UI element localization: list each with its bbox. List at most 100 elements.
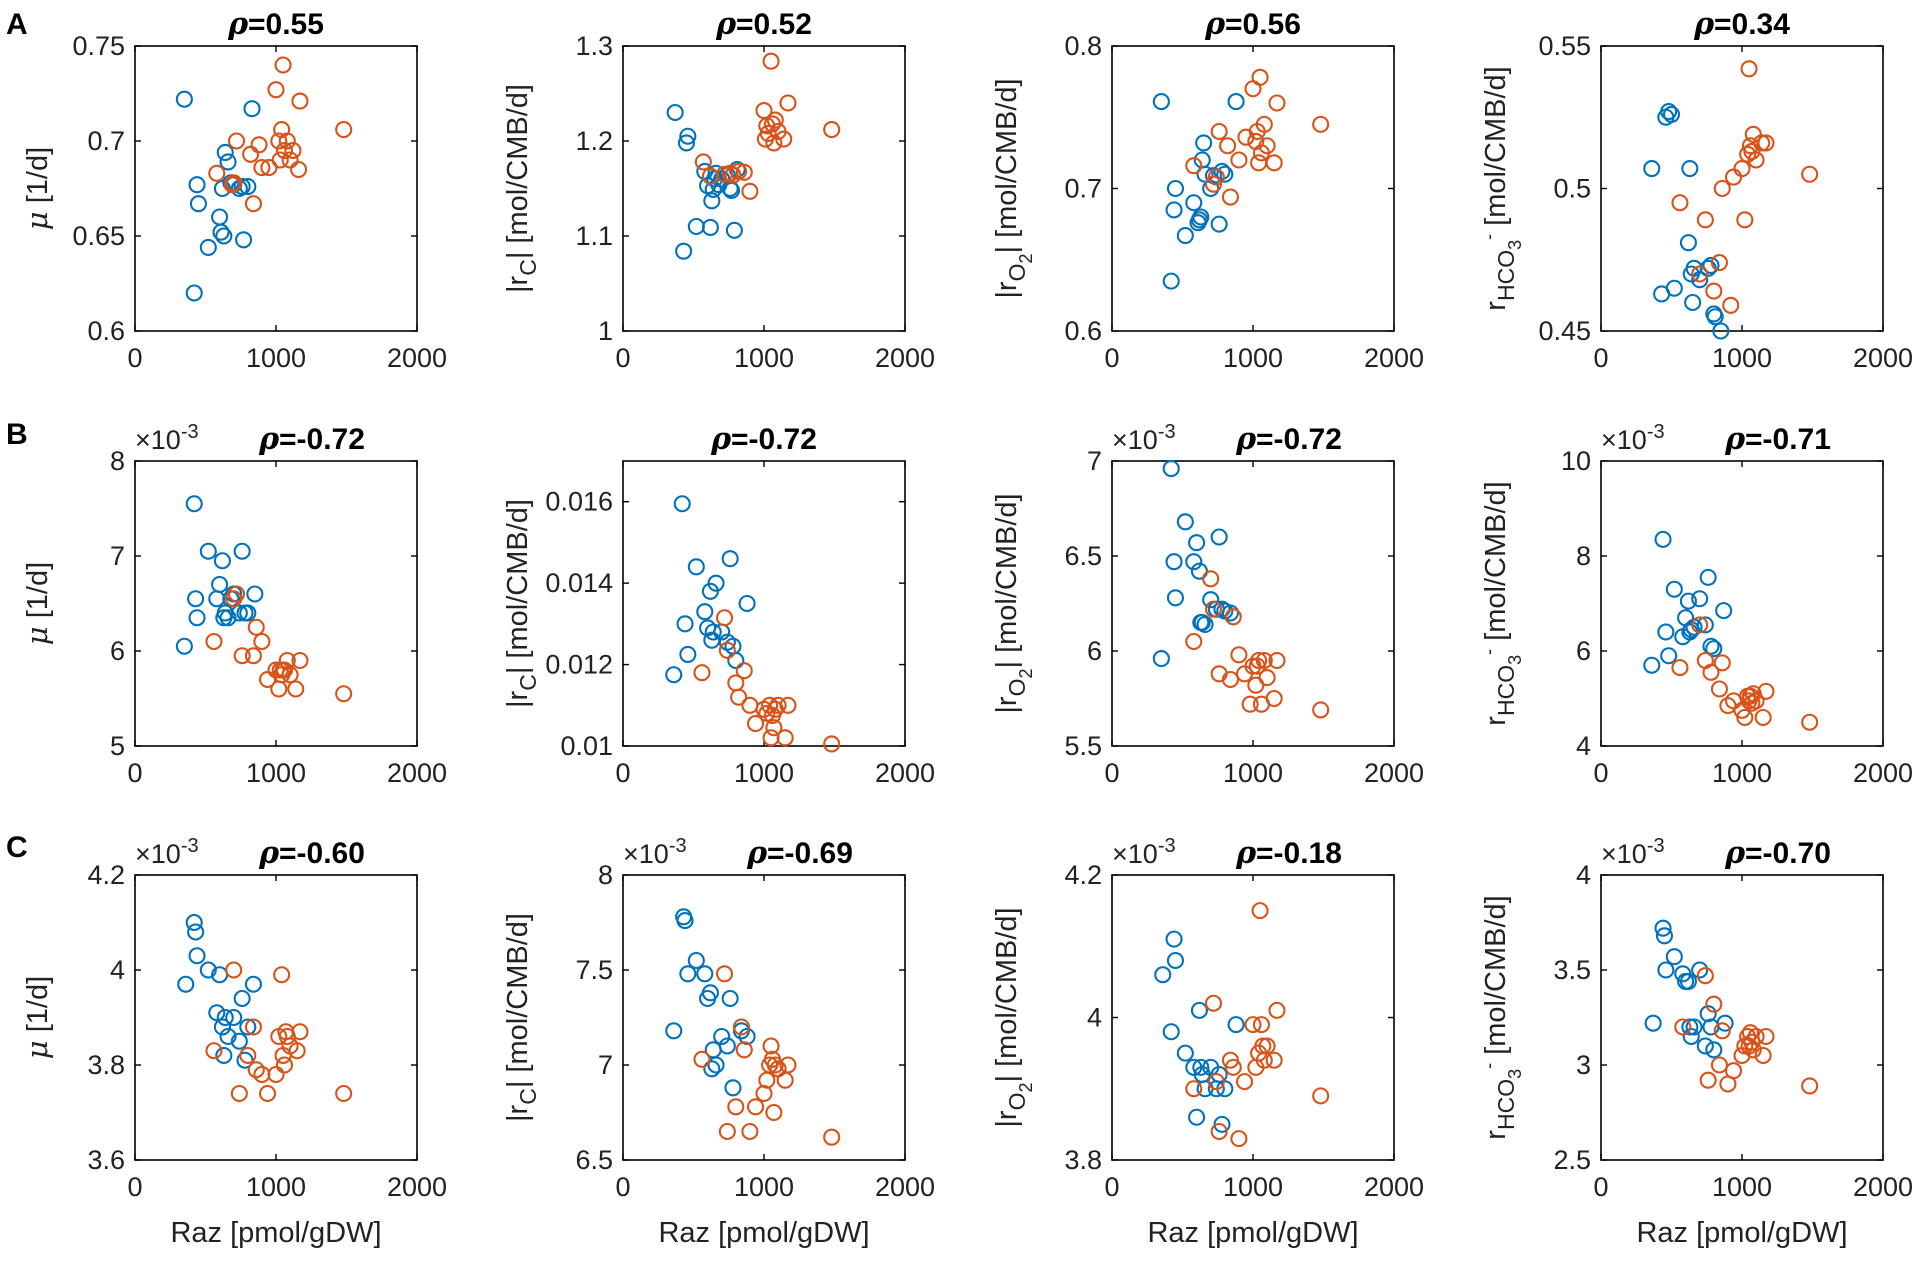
- y-tick-label: 3.5: [1553, 955, 1591, 985]
- y-tick-label: 4: [1576, 860, 1591, 890]
- data-point-blue: [673, 495, 691, 513]
- data-point-orange: [775, 130, 793, 148]
- data-point-blue: [1176, 1044, 1194, 1062]
- axes-box: [134, 460, 418, 747]
- data-point-blue: [707, 1056, 725, 1074]
- data-point-orange: [779, 696, 797, 714]
- y-tick-label: 0.65: [72, 221, 125, 251]
- y-exponent-label: ×10-3: [135, 835, 199, 869]
- data-point-orange: [1210, 122, 1228, 141]
- x-tick-label: 0: [1104, 343, 1119, 373]
- panel-b1: 0 1000 2000 5 6 7 8 ×10-3 ρ=-0.72 μ [1/d]: [20, 421, 447, 788]
- data-point-blue: [233, 542, 251, 560]
- data-point-orange: [1204, 600, 1223, 618]
- data-point-blue: [1165, 201, 1183, 219]
- data-point-orange: [746, 715, 765, 733]
- data-point-orange: [1258, 1037, 1276, 1055]
- series-blue: [175, 495, 264, 655]
- data-point-blue: [1699, 1005, 1717, 1023]
- data-point-orange: [227, 132, 246, 150]
- x-tick-label: 1000: [246, 343, 306, 373]
- data-point-blue: [676, 615, 694, 633]
- data-point-orange: [759, 124, 777, 142]
- data-point-orange: [715, 965, 734, 983]
- x-tick-label: 2000: [387, 343, 447, 373]
- data-point-orange: [735, 662, 753, 680]
- data-point-blue: [1657, 623, 1675, 641]
- y-tick-label: 8: [598, 860, 613, 890]
- row-label-c: C: [6, 831, 28, 864]
- data-point-orange: [1185, 157, 1203, 175]
- x-tick-label: 0: [615, 1172, 630, 1202]
- data-point-orange: [1251, 68, 1269, 86]
- data-point-blue: [230, 604, 248, 622]
- data-point-orange: [1736, 708, 1754, 727]
- y-tick-label: 0.8: [1064, 31, 1102, 61]
- data-point-orange: [1696, 211, 1714, 229]
- data-point-blue: [1679, 592, 1697, 610]
- data-point-blue: [213, 1018, 231, 1036]
- series-orange: [1671, 616, 1819, 731]
- data-point-blue: [1660, 103, 1678, 121]
- x-tick-label: 1000: [1712, 1172, 1772, 1202]
- y-tick-label: 0.5: [1553, 174, 1591, 204]
- data-point-blue: [1185, 553, 1203, 571]
- x-tick-label: 2000: [1364, 343, 1424, 373]
- data-point-orange: [1230, 151, 1248, 169]
- data-point-blue: [1654, 530, 1672, 548]
- data-point-orange: [1741, 687, 1760, 705]
- data-point-orange: [1255, 651, 1273, 670]
- x-tick-label: 2000: [1853, 343, 1913, 373]
- data-point-orange: [1671, 659, 1689, 677]
- data-point-orange: [769, 696, 787, 714]
- x-tick-label: 0: [1104, 758, 1119, 788]
- data-point-blue: [188, 609, 206, 627]
- panel-c4: 0 1000 2000 2.5 3 3.5 4 ×10-3 ρ=-0.70 rHCO3- [mol…: [1479, 835, 1913, 1249]
- data-point-orange: [823, 121, 841, 139]
- data-point-orange: [291, 651, 309, 670]
- series-orange: [1185, 902, 1330, 1148]
- data-point-orange: [281, 151, 299, 169]
- y-tick-label: 5.5: [1064, 731, 1102, 761]
- data-point-blue: [696, 965, 714, 983]
- data-point-blue: [1706, 308, 1724, 326]
- data-point-orange: [1710, 254, 1728, 272]
- panel-b3: 0 1000 2000 5.5 6 6.5 7 ×10-3 ρ=-0.72 |rO2| [mol/…: [991, 421, 1424, 788]
- data-point-orange: [1207, 168, 1225, 186]
- data-point-blue: [1681, 160, 1699, 178]
- axes-box: [1600, 45, 1884, 332]
- panel-a1: 0 1000 2000 0.6 0.65 0.7 0.75 ρ=0.55 μ [1/d]: [20, 7, 447, 373]
- panel-title: ρ=-0.70: [1724, 836, 1831, 871]
- data-point-blue: [1210, 215, 1228, 233]
- data-point-blue: [1696, 616, 1714, 634]
- data-point-orange: [766, 111, 784, 129]
- x-tick-label: 1000: [1223, 758, 1283, 788]
- data-point-orange: [270, 132, 288, 150]
- y-tick-label: 6: [1087, 636, 1102, 666]
- data-point-blue: [233, 989, 251, 1008]
- data-point-orange: [1312, 701, 1330, 719]
- y-axis-label: μ [1/d]: [20, 147, 54, 230]
- y-tick-label: 1: [598, 316, 613, 346]
- data-point-orange: [284, 141, 302, 160]
- data-point-orange: [253, 159, 271, 177]
- data-point-orange: [335, 121, 353, 139]
- data-point-blue: [188, 176, 206, 194]
- data-point-blue: [1152, 93, 1170, 111]
- data-point-blue: [1679, 234, 1697, 252]
- data-point-blue: [704, 180, 722, 198]
- data-point-blue: [738, 594, 756, 613]
- data-point-blue: [1699, 568, 1717, 586]
- data-point-blue: [1691, 961, 1709, 979]
- data-point-blue: [707, 574, 725, 592]
- x-tick-label: 2000: [387, 758, 447, 788]
- data-point-blue: [703, 1060, 721, 1078]
- data-point-blue: [1644, 1014, 1662, 1032]
- panel-b4: 0 1000 2000 4 6 8 10 ×10-3 ρ=-0.71 rHCO3- [mol/CM…: [1479, 421, 1913, 788]
- data-point-blue: [721, 989, 739, 1008]
- row-label-a: A: [6, 8, 28, 41]
- data-point-orange: [1724, 168, 1743, 186]
- data-point-blue: [211, 208, 229, 226]
- y-tick-label: 8: [110, 446, 125, 476]
- data-point-orange: [1202, 570, 1220, 588]
